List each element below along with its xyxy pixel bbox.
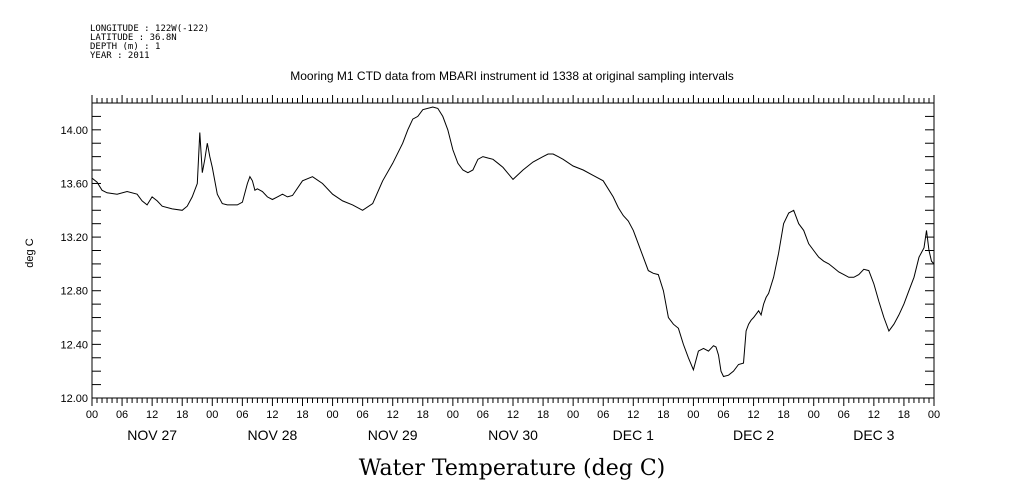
x-day-label: DEC 1 xyxy=(613,427,654,443)
x-day-label: NOV 30 xyxy=(488,427,538,443)
y-tick-label: 13.60 xyxy=(60,178,88,190)
x-tick-label: 06 xyxy=(717,409,729,421)
year-text: YEAR : 2011 xyxy=(90,51,150,61)
x-tick-label: 18 xyxy=(176,409,188,421)
x-tick-label: 12 xyxy=(146,409,158,421)
y-tick-label: 13.20 xyxy=(60,232,88,244)
x-tick-label: 06 xyxy=(597,409,609,421)
x-tick-label: 18 xyxy=(657,409,669,421)
chart-title: Mooring M1 CTD data from MBARI instrumen… xyxy=(290,69,734,83)
y-tick-label: 12.00 xyxy=(60,393,88,405)
depth-text: DEPTH (m) : 1 xyxy=(90,42,160,52)
longitude-text: LONGITUDE : 122W(-122) xyxy=(90,24,209,34)
x-tick-label: 00 xyxy=(447,409,459,421)
x-day-label: NOV 29 xyxy=(368,427,418,443)
x-tick-label: 18 xyxy=(537,409,549,421)
x-tick-label: 06 xyxy=(477,409,489,421)
water-temperature-line xyxy=(91,106,935,378)
x-tick-label: 12 xyxy=(868,409,880,421)
x-tick-label: 00 xyxy=(928,409,940,421)
y-tick-label: 12.40 xyxy=(60,339,88,351)
x-tick-label: 00 xyxy=(206,409,218,421)
x-tick-label: 12 xyxy=(627,409,639,421)
plot-frame xyxy=(91,102,935,399)
x-tick-label: 00 xyxy=(567,409,579,421)
x-tick-label: 12 xyxy=(507,409,519,421)
x-tick-label: 18 xyxy=(778,409,790,421)
x-tick-label: 06 xyxy=(357,409,369,421)
x-day-label: NOV 28 xyxy=(248,427,298,443)
x-tick-label: 06 xyxy=(838,409,850,421)
x-tick-label: 12 xyxy=(747,409,759,421)
metadata-block: LONGITUDE : 122W(-122) LATITUDE : 36.8N … xyxy=(90,24,209,61)
x-tick-label: 00 xyxy=(808,409,820,421)
y-axis-label: deg C xyxy=(24,238,36,267)
x-day-label: NOV 27 xyxy=(127,427,177,443)
x-tick-label: 12 xyxy=(266,409,278,421)
y-tick-label: 14.00 xyxy=(60,125,88,137)
y-axis-ticks: 12.00 12.40 12.80 13.20 13.60 14.00 xyxy=(60,102,934,405)
x-axis-title: Water Temperature (deg C) xyxy=(359,456,666,481)
x-tick-label: 00 xyxy=(687,409,699,421)
x-tick-label: 12 xyxy=(387,409,399,421)
x-tick-label: 00 xyxy=(326,409,338,421)
y-tick-label: 12.80 xyxy=(60,286,88,298)
x-tick-label: 06 xyxy=(116,409,128,421)
x-tick-label: 06 xyxy=(236,409,248,421)
x-tick-label: 18 xyxy=(417,409,429,421)
x-day-label: DEC 3 xyxy=(853,427,894,443)
x-day-label: DEC 2 xyxy=(733,427,774,443)
x-tick-label: 18 xyxy=(898,409,910,421)
x-axis-ticks: 00 06 12 18 00 06 12 18 00 06 12 18 00 06 12 18 00 06 12 18… xyxy=(86,95,940,443)
x-tick-label: 18 xyxy=(296,409,308,421)
latitude-text: LATITUDE : 36.8N xyxy=(90,33,177,43)
x-tick-label: 00 xyxy=(86,409,98,421)
